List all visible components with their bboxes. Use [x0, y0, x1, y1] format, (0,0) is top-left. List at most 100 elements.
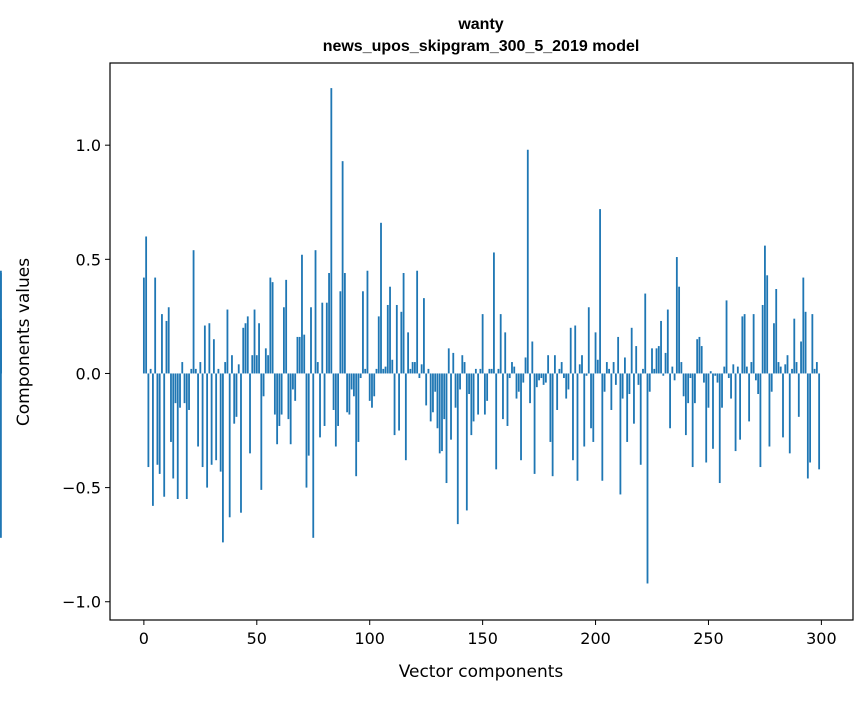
- bar: [170, 373, 172, 442]
- bar: [393, 373, 396, 436]
- bar: [260, 373, 263, 490]
- bar: [407, 332, 410, 374]
- bar: [596, 359, 599, 374]
- bar: [675, 257, 678, 374]
- bar: [341, 161, 344, 374]
- bar: [278, 373, 281, 426]
- bar: [569, 327, 572, 374]
- bar: [316, 362, 319, 374]
- bar: [551, 373, 554, 477]
- bar: [495, 373, 498, 470]
- bar: [271, 282, 274, 374]
- bar: [766, 275, 769, 374]
- bar: [273, 373, 276, 415]
- bar: [346, 373, 349, 413]
- bar: [759, 373, 762, 468]
- x-tick-label: 0: [139, 629, 149, 648]
- bar: [666, 309, 669, 374]
- bar: [725, 300, 728, 374]
- bar: [459, 373, 461, 390]
- bar: [770, 373, 773, 392]
- bar: [750, 362, 753, 374]
- bar: [603, 373, 606, 392]
- bar: [280, 373, 283, 415]
- bar: [757, 373, 760, 395]
- bar: [689, 373, 692, 379]
- bar: [461, 355, 464, 374]
- bar: [684, 373, 687, 436]
- bar: [490, 368, 493, 374]
- bar: [359, 373, 362, 379]
- bar: [289, 373, 292, 445]
- bar: [276, 373, 279, 445]
- bar: [488, 368, 491, 374]
- bar: [262, 373, 265, 397]
- bar: [630, 327, 633, 374]
- bar: [572, 373, 574, 461]
- bar: [319, 373, 321, 438]
- bar: [700, 346, 703, 374]
- bar: [366, 270, 369, 374]
- bar: [567, 373, 570, 390]
- bar: [506, 373, 509, 426]
- bar: [556, 373, 559, 410]
- bar: [472, 373, 475, 422]
- bar: [332, 373, 335, 410]
- bar: [174, 373, 177, 404]
- bar: [788, 373, 791, 454]
- bar: [727, 373, 730, 379]
- bar: [253, 309, 256, 374]
- bar: [614, 373, 617, 385]
- bar: [515, 373, 518, 399]
- bar: [612, 362, 615, 374]
- bar: [192, 250, 195, 374]
- bar: [441, 373, 443, 452]
- plot-frame: [109, 62, 854, 621]
- bar: [646, 373, 649, 584]
- bar: [242, 327, 245, 374]
- bar: [163, 373, 166, 497]
- bar: [386, 304, 389, 374]
- bar: [199, 362, 202, 374]
- bar: [292, 373, 294, 390]
- bar: [694, 373, 696, 404]
- bar: [373, 373, 376, 397]
- bar: [423, 298, 425, 374]
- bar: [540, 373, 543, 379]
- bar: [804, 311, 807, 374]
- bar: [682, 373, 685, 397]
- bar: [219, 373, 222, 472]
- x-axis: 0 50 100 150 200 250 300: [139, 620, 837, 648]
- bar: [499, 314, 502, 374]
- bar: [797, 373, 800, 417]
- bar: [368, 373, 371, 401]
- x-axis-label: Vector components: [399, 662, 564, 682]
- bar: [362, 291, 364, 374]
- bar: [391, 359, 394, 374]
- bar: [353, 373, 355, 397]
- bar: [660, 320, 662, 374]
- bar: [637, 373, 640, 385]
- bar: [705, 373, 708, 463]
- x-tick-label: 150: [467, 629, 498, 648]
- bar: [809, 373, 811, 463]
- bar: [240, 373, 242, 513]
- bar: [429, 373, 432, 422]
- bar: [734, 373, 737, 452]
- bar: [526, 149, 529, 374]
- bar: [210, 373, 213, 465]
- bar: [282, 307, 285, 374]
- bar: [389, 286, 391, 374]
- bar: [185, 373, 188, 500]
- bar: [800, 341, 802, 374]
- bar: [718, 373, 721, 484]
- bar: [235, 373, 238, 417]
- bar: [576, 373, 579, 481]
- bar: [176, 373, 179, 500]
- bar: [382, 368, 385, 374]
- bar: [517, 373, 520, 392]
- bar: [165, 320, 168, 374]
- chart-title: wanty: [457, 16, 503, 33]
- bar: [267, 355, 269, 374]
- bar: [775, 289, 778, 374]
